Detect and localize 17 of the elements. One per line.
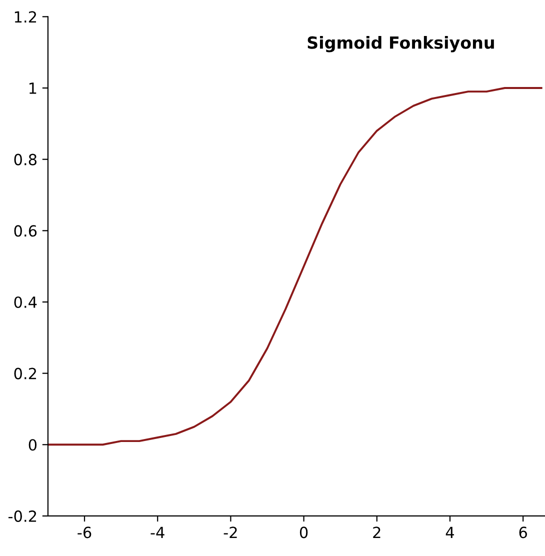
y-tick-label: -0.2 xyxy=(8,510,36,522)
y-tick-label: 0.8 xyxy=(14,154,36,166)
y-tick-label: 1 xyxy=(30,82,36,94)
x-tick-label: -2 xyxy=(224,526,237,538)
x-tick-label: -6 xyxy=(78,526,92,538)
x-tick-label: -4 xyxy=(150,526,164,538)
text: Sigmoid Fonksiyonu xyxy=(308,36,494,52)
x-tick-label: 4 xyxy=(446,526,454,538)
x-tick-label: 0 xyxy=(300,526,308,538)
x-tick-label: 6 xyxy=(519,526,527,538)
line-series xyxy=(48,87,542,446)
y-tick-label: 0.4 xyxy=(14,296,37,308)
y-tick-label: 0.2 xyxy=(14,368,36,380)
y-tick-label: 0 xyxy=(28,439,37,451)
y-tick-label: 1.2 xyxy=(14,11,36,22)
x-tick-label: 2 xyxy=(373,526,380,538)
y-tick-label: 0.6 xyxy=(14,225,37,237)
